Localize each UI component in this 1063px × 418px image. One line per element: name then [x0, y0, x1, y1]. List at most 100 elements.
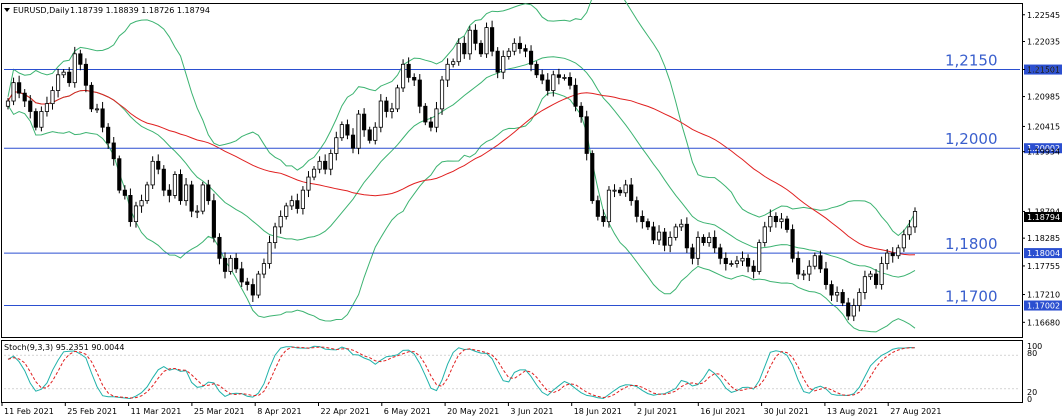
candle[interactable]	[200, 181, 205, 215]
candle[interactable]	[256, 270, 261, 299]
candle[interactable]	[289, 195, 294, 210]
candle[interactable]	[684, 217, 689, 253]
candle[interactable]	[345, 119, 350, 140]
candle[interactable]	[150, 156, 155, 190]
candle[interactable]	[284, 202, 289, 220]
candle[interactable]	[306, 171, 311, 198]
candle[interactable]	[723, 252, 728, 271]
candle[interactable]	[456, 38, 461, 66]
candle[interactable]	[61, 69, 66, 78]
candle[interactable]	[133, 201, 139, 228]
candle[interactable]	[840, 289, 845, 307]
candle[interactable]	[11, 77, 16, 106]
candle[interactable]	[412, 73, 417, 87]
candle[interactable]	[790, 224, 795, 263]
candle[interactable]	[217, 233, 222, 265]
candle[interactable]	[712, 230, 717, 253]
candle[interactable]	[378, 94, 383, 133]
candle[interactable]	[195, 205, 200, 219]
candle[interactable]	[623, 179, 628, 197]
horizontal-levels[interactable]: 1,2150 1.21501 1,2000 1.20002 1,1800 1.18004 1…	[4, 52, 1062, 311]
candle[interactable]	[67, 67, 72, 87]
candle[interactable]	[718, 243, 723, 265]
candle[interactable]	[5, 97, 11, 110]
candle[interactable]	[734, 255, 740, 268]
candle[interactable]	[862, 270, 867, 300]
candle[interactable]	[72, 46, 77, 88]
candle[interactable]	[501, 50, 506, 80]
candle[interactable]	[106, 123, 111, 149]
candle[interactable]	[139, 194, 144, 213]
candle[interactable]	[851, 298, 856, 322]
candle[interactable]	[44, 96, 50, 117]
candle[interactable]	[156, 154, 161, 175]
candle[interactable]	[434, 101, 439, 133]
candle[interactable]	[89, 82, 94, 113]
candle[interactable]	[512, 38, 517, 56]
candle[interactable]	[612, 184, 617, 198]
candle[interactable]	[656, 225, 662, 246]
candle[interactable]	[417, 74, 422, 114]
candle[interactable]	[812, 252, 817, 270]
candle[interactable]	[356, 110, 361, 155]
candle[interactable]	[178, 169, 183, 205]
candle[interactable]	[250, 278, 255, 302]
candle[interactable]	[323, 154, 328, 175]
candle[interactable]	[556, 68, 561, 85]
candle[interactable]	[128, 188, 133, 227]
candle[interactable]	[401, 59, 406, 92]
candle[interactable]	[111, 136, 116, 166]
candle[interactable]	[651, 221, 656, 245]
candle[interactable]	[567, 72, 573, 90]
candle[interactable]	[618, 187, 623, 196]
candle[interactable]	[451, 58, 456, 68]
candle[interactable]	[317, 156, 322, 174]
candle[interactable]	[779, 213, 784, 229]
candle[interactable]	[384, 96, 389, 118]
candle[interactable]	[478, 40, 484, 57]
candle[interactable]	[328, 149, 333, 176]
candle[interactable]	[673, 223, 678, 241]
candle[interactable]	[584, 110, 589, 161]
candle[interactable]	[868, 270, 873, 280]
candle[interactable]	[773, 212, 778, 228]
candle[interactable]	[528, 45, 534, 72]
candle[interactable]	[490, 20, 495, 57]
candle[interactable]	[645, 218, 650, 231]
candle[interactable]	[573, 78, 578, 112]
candle[interactable]	[367, 126, 372, 144]
candle[interactable]	[545, 73, 550, 96]
candle[interactable]	[579, 102, 584, 123]
candle[interactable]	[300, 186, 305, 215]
main-chart-area[interactable]	[1, 3, 1023, 338]
candle[interactable]	[239, 261, 244, 287]
candle[interactable]	[117, 155, 122, 194]
candle[interactable]	[807, 260, 812, 281]
candle[interactable]	[796, 251, 801, 280]
candle[interactable]	[668, 231, 673, 253]
candle[interactable]	[707, 232, 712, 247]
candle[interactable]	[823, 261, 829, 290]
candle[interactable]	[506, 48, 511, 60]
candle[interactable]	[801, 269, 806, 281]
candle[interactable]	[885, 249, 890, 270]
candle[interactable]	[423, 103, 428, 126]
candle[interactable]	[167, 184, 172, 203]
candle[interactable]	[629, 177, 634, 206]
candle[interactable]	[50, 86, 55, 110]
candle[interactable]	[879, 256, 884, 290]
candle[interactable]	[395, 84, 400, 113]
candle[interactable]	[818, 250, 823, 273]
candle[interactable]	[161, 165, 166, 197]
candle[interactable]	[634, 196, 639, 223]
candle[interactable]	[183, 177, 189, 206]
candle[interactable]	[428, 116, 433, 132]
candle[interactable]	[517, 36, 522, 54]
candle[interactable]	[211, 193, 216, 243]
candle[interactable]	[829, 280, 834, 302]
candle[interactable]	[679, 219, 684, 231]
candle[interactable]	[601, 209, 606, 227]
candle[interactable]	[439, 75, 445, 115]
candle[interactable]	[373, 122, 378, 145]
candle[interactable]	[339, 121, 344, 141]
